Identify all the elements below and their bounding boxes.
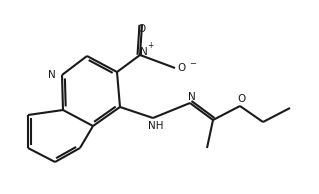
Text: N: N bbox=[188, 92, 196, 102]
Text: −: − bbox=[189, 60, 197, 68]
Text: O: O bbox=[238, 94, 246, 104]
Text: O: O bbox=[178, 63, 186, 73]
Text: N: N bbox=[140, 47, 148, 57]
Text: N: N bbox=[48, 70, 56, 80]
Text: +: + bbox=[147, 42, 153, 50]
Text: NH: NH bbox=[148, 121, 164, 131]
Text: O: O bbox=[138, 24, 146, 34]
